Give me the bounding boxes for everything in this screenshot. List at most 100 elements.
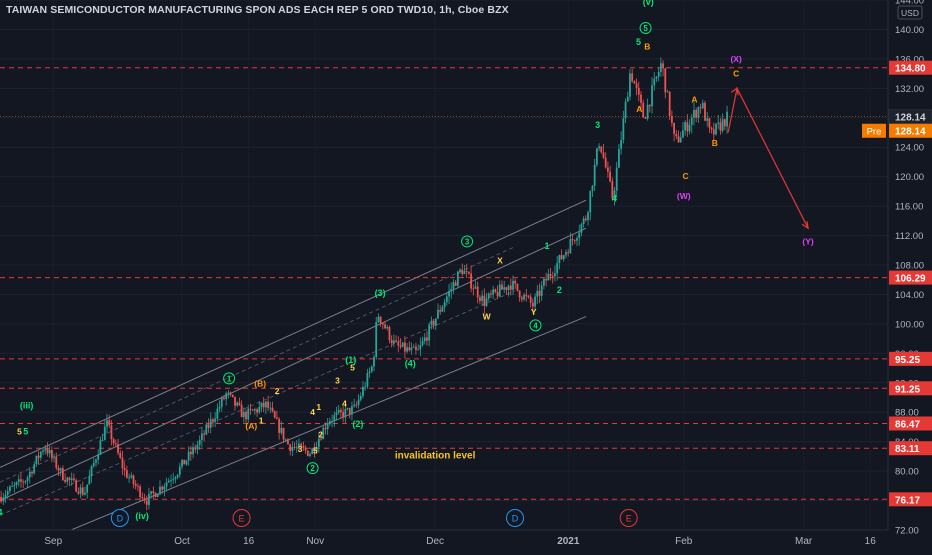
candle-body [50, 450, 53, 458]
candle-body [154, 492, 157, 497]
candle-body [46, 448, 49, 454]
candle-body [264, 401, 267, 408]
candle-body [39, 451, 42, 458]
candle-body [4, 494, 7, 498]
candle-body [242, 411, 245, 418]
candle-body [152, 491, 155, 493]
candle-body [712, 129, 715, 135]
candle-body [170, 480, 172, 482]
wave-label: 1 [545, 241, 550, 251]
wave-label: 4 [612, 194, 617, 204]
candle-body [101, 440, 104, 441]
candle-body [92, 462, 95, 467]
candle-body [640, 94, 642, 103]
candle-body [2, 497, 5, 502]
candle-body [562, 255, 565, 260]
candle-body [48, 450, 51, 454]
candle-body [355, 404, 358, 406]
candle-body [434, 318, 437, 326]
candle-body [454, 282, 457, 286]
candle-body [192, 447, 194, 455]
candle-body [203, 433, 206, 435]
candle-body [256, 409, 258, 413]
candle-body [395, 340, 397, 342]
wave-label: (B) [254, 378, 266, 388]
candle-body [207, 424, 210, 428]
time-tick-label: Dec [426, 536, 444, 547]
candle-body [238, 402, 241, 405]
price-tick-label: 124.00 [895, 143, 924, 154]
dividend-marker [506, 509, 525, 527]
candle-body [346, 407, 349, 409]
candle-body [670, 116, 673, 123]
candle-body [518, 290, 521, 298]
candle-body [357, 399, 360, 405]
trendline-dashed [0, 290, 516, 516]
price-tick-label: 116.00 [895, 202, 923, 213]
candle-body [717, 122, 720, 124]
wave-label: 5 [23, 426, 28, 436]
wave-label: 3 [465, 237, 470, 246]
trendline [9, 316, 587, 555]
level-price-label: 95.25 [895, 355, 920, 366]
wave-label-circle [639, 21, 652, 34]
candle-body [280, 427, 283, 433]
wave-label: (A) [245, 421, 257, 431]
wave-label: 2 [557, 285, 562, 295]
candle-body [223, 397, 225, 400]
candle-body [609, 171, 612, 182]
candle-body [551, 275, 554, 277]
candle-body [545, 278, 548, 281]
candle-body [167, 480, 170, 483]
candle-body [121, 457, 124, 469]
candle-body [633, 81, 636, 84]
candle-body [525, 294, 528, 297]
candle-body [445, 296, 448, 303]
candle-body [225, 393, 228, 400]
candle-body [231, 394, 234, 397]
candle-body [112, 439, 115, 444]
candle-body [174, 477, 177, 480]
candle-body [90, 466, 93, 476]
candle-body [251, 409, 254, 411]
candle-body [595, 148, 598, 165]
candle-body [145, 500, 148, 505]
time-tick-label: Feb [675, 536, 693, 547]
candle-body [576, 238, 578, 241]
candle-body [335, 412, 338, 416]
candle-body [348, 407, 351, 415]
candle-body [326, 424, 329, 430]
candle-body [137, 485, 139, 487]
candle-body [573, 240, 576, 242]
candle-body [185, 460, 188, 465]
pre-price-tag [889, 123, 932, 138]
trendline-dashed [0, 246, 516, 483]
candle-body [183, 459, 186, 465]
candle-body [600, 146, 603, 153]
wave-label-circle [306, 462, 319, 475]
level-price-tag [889, 441, 932, 456]
candle-body [236, 402, 239, 406]
candle-body [200, 433, 203, 440]
candle-body [615, 167, 618, 191]
candle-body [547, 274, 550, 281]
level-price-label: 106.29 [895, 274, 926, 285]
candle-body [295, 446, 298, 448]
candle-body [452, 282, 455, 289]
wave-label: (Y) [802, 236, 814, 246]
candle-body [342, 412, 345, 418]
candle-body [684, 122, 687, 131]
candle-body [613, 190, 616, 199]
candle-body [682, 130, 684, 138]
candle-body [648, 104, 651, 107]
candle-body [291, 446, 294, 451]
candle-body [130, 475, 133, 478]
wave-label: 5 [313, 445, 318, 455]
candle-body [302, 446, 305, 448]
candle-body [28, 471, 31, 478]
candle-body [476, 286, 479, 298]
candle-body [77, 491, 80, 494]
pre-badge-label: Pre [867, 127, 882, 138]
